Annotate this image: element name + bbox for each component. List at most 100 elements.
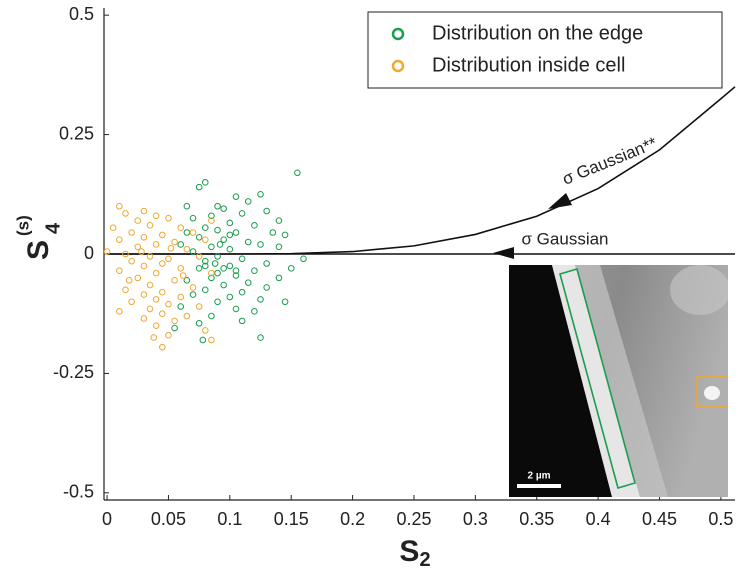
data-point — [232, 272, 240, 279]
data-point — [195, 233, 203, 241]
data-point — [220, 236, 227, 243]
data-point — [238, 210, 246, 217]
y-label-main: S — [22, 240, 55, 260]
data-point — [211, 260, 219, 267]
data-point — [116, 236, 123, 243]
data-point — [214, 269, 221, 277]
data-point — [201, 236, 209, 243]
x-axis-label: S2 — [399, 535, 430, 571]
data-point — [208, 269, 215, 277]
data-point — [201, 262, 209, 270]
data-point — [195, 319, 203, 327]
x-tick-label: 0 — [102, 509, 112, 529]
data-point — [159, 288, 166, 296]
y-tick-label: -0.25 — [53, 362, 94, 382]
legend-label: Distribution inside cell — [432, 54, 625, 76]
data-point — [152, 296, 160, 303]
data-point — [269, 229, 277, 236]
data-point — [214, 298, 221, 306]
data-point — [103, 248, 111, 255]
data-point — [140, 315, 148, 322]
y-label-sub: 4 — [42, 222, 64, 234]
data-point — [140, 262, 148, 270]
x-tick-label: 0.45 — [642, 509, 677, 529]
x-label-main: S — [399, 535, 419, 568]
x-tick-label: 0.05 — [151, 509, 186, 529]
y-label-sup: (s) — [13, 215, 32, 236]
data-point — [244, 238, 252, 246]
x-tick-label: 0.15 — [274, 509, 309, 529]
data-point — [146, 222, 154, 229]
data-point — [199, 336, 207, 344]
data-point — [287, 265, 295, 272]
data-point — [177, 303, 185, 310]
data-point — [140, 207, 148, 215]
data-point — [183, 202, 191, 210]
data-point — [171, 317, 178, 325]
data-point — [201, 286, 209, 294]
data-point — [238, 255, 246, 263]
data-point — [146, 253, 154, 260]
data-point — [208, 243, 215, 251]
data-point — [146, 305, 154, 313]
legend-marker — [391, 27, 405, 41]
data-point — [263, 284, 270, 291]
data-point — [195, 265, 203, 272]
data-point — [128, 298, 135, 306]
data-point — [244, 198, 252, 205]
data-point — [281, 298, 289, 306]
data-point — [263, 260, 270, 267]
data-point — [232, 305, 240, 313]
data-point — [165, 331, 172, 339]
data-point — [244, 279, 252, 286]
data-point — [150, 334, 158, 341]
data-point — [116, 202, 123, 210]
data-point — [232, 267, 240, 275]
data-point — [208, 312, 215, 320]
data-point — [294, 169, 301, 177]
data-point — [189, 248, 197, 255]
y-axis-label: S 4 (s) — [13, 215, 64, 260]
x-tick-label: 0.4 — [586, 509, 611, 529]
data-point — [220, 265, 227, 272]
data-point — [159, 310, 166, 318]
legend-marker — [391, 59, 405, 73]
data-point — [226, 219, 234, 227]
data-point — [138, 248, 145, 255]
x-tick-label: 0.1 — [217, 509, 242, 529]
data-point — [165, 300, 172, 308]
data-point — [251, 222, 258, 229]
data-point — [275, 217, 283, 224]
legend-box — [367, 11, 723, 89]
data-point — [125, 276, 133, 284]
y-tick-label: 0.25 — [59, 123, 94, 143]
data-point — [109, 224, 117, 232]
data-point — [165, 214, 172, 222]
data-point — [183, 276, 191, 284]
y-tick-label: -0.5 — [63, 482, 94, 502]
data-point — [116, 308, 123, 315]
data-point — [195, 183, 203, 191]
data-point — [152, 322, 160, 329]
data-point — [179, 272, 187, 279]
data-point — [116, 267, 123, 275]
data-point — [177, 224, 185, 232]
data-point — [134, 274, 142, 282]
data-point — [195, 253, 203, 260]
data-point — [152, 212, 160, 220]
data-point — [177, 265, 185, 272]
data-point — [134, 217, 142, 224]
data-point — [208, 217, 215, 224]
data-point — [140, 291, 148, 298]
data-point — [177, 293, 185, 301]
data-point — [171, 276, 178, 284]
data-point — [128, 257, 135, 265]
data-point — [189, 214, 197, 222]
inset-image: 2 µm — [509, 265, 728, 497]
data-point — [214, 226, 221, 234]
data-point — [257, 334, 264, 341]
scale-bar-label: 2 µm — [528, 471, 551, 482]
data-point — [159, 260, 166, 267]
data-point — [201, 224, 209, 232]
data-point — [226, 262, 234, 270]
